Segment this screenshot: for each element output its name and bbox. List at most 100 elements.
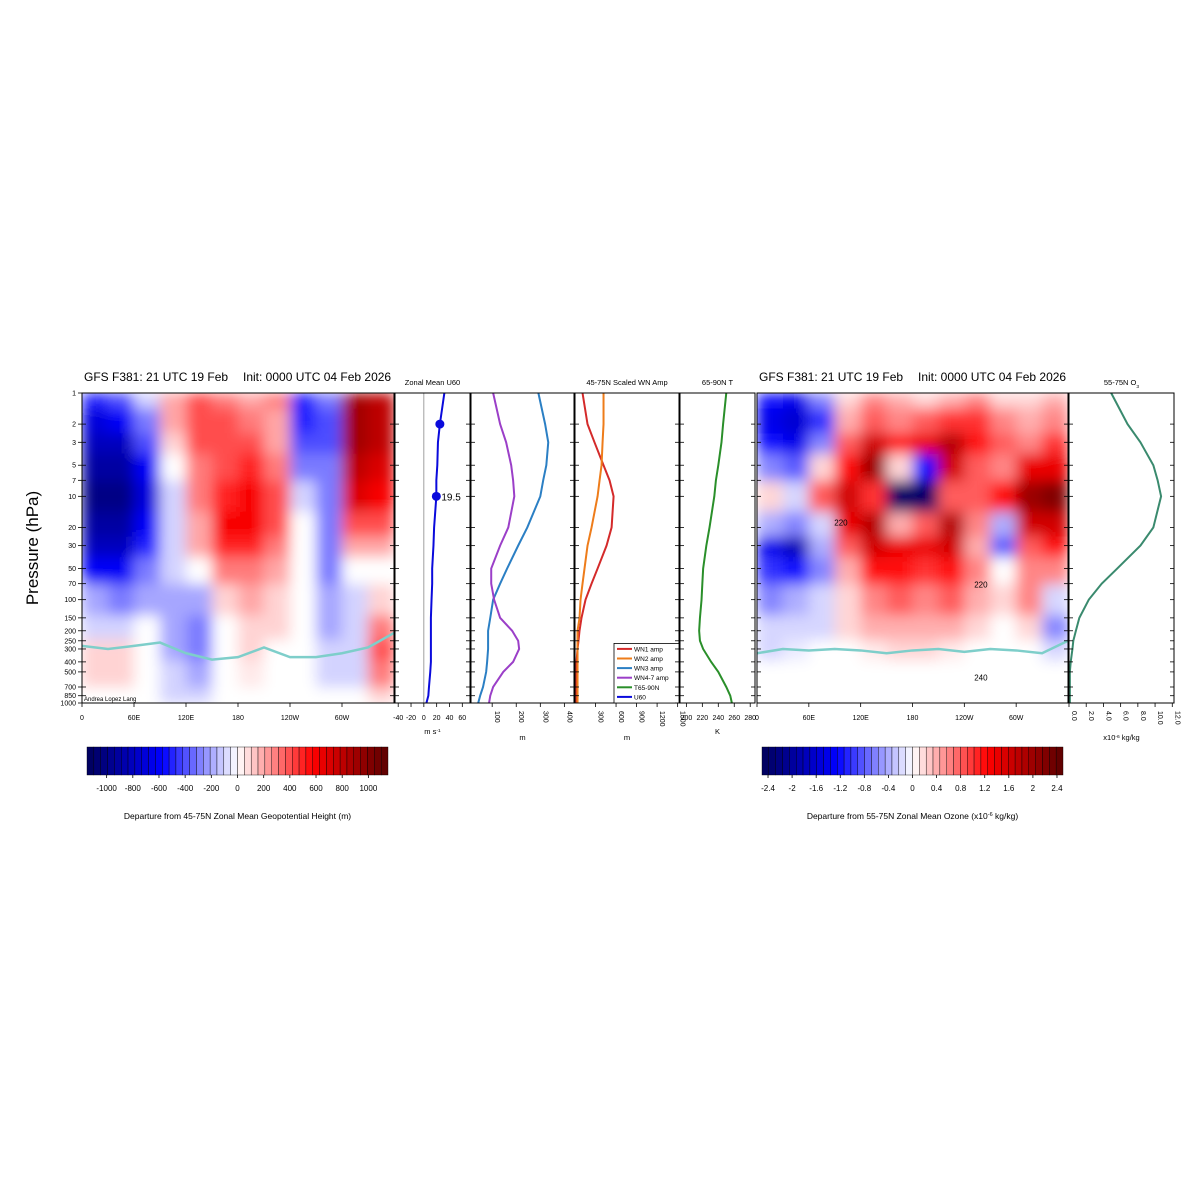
heat-cell <box>964 480 991 513</box>
heat-cell <box>1042 660 1068 689</box>
heat-cell <box>912 511 940 538</box>
heat-cell <box>912 687 940 703</box>
colorbar-box <box>871 746 879 776</box>
colorbar-box <box>189 746 197 776</box>
contour-label: 240 <box>974 673 988 682</box>
heat-cell <box>186 615 213 641</box>
heat-cell <box>886 511 914 538</box>
heat-cell <box>834 660 862 689</box>
colorbar-tick-label: -0.8 <box>857 784 871 793</box>
y-tick-label: 150 <box>64 615 76 622</box>
x-tick-label: 60W <box>335 715 350 722</box>
legend-label: WN4-7 amp <box>634 675 669 682</box>
heat-cell <box>212 511 239 538</box>
heat-cell <box>912 433 940 455</box>
heat-cell <box>212 433 239 455</box>
heat-cell <box>782 480 810 513</box>
x-tick-label: 240 <box>712 715 724 722</box>
colorbar-box <box>285 746 293 776</box>
heat-cell <box>316 453 343 482</box>
heat-cell <box>757 393 784 410</box>
x-tick-label: 180 <box>907 715 919 722</box>
heat-cell <box>757 615 784 641</box>
colorbar-box <box>257 746 266 776</box>
heat-cell <box>782 557 810 585</box>
heat-cell <box>212 453 239 482</box>
heat-cell <box>1016 557 1043 585</box>
colorbar-box <box>1008 746 1016 776</box>
panel-title: Zonal Mean U60 <box>405 378 460 387</box>
heat-cell <box>82 433 109 455</box>
colorbar-box <box>816 746 824 776</box>
heat-cell <box>990 408 1017 434</box>
colorbar-box <box>932 746 941 776</box>
heat-cell <box>108 480 135 513</box>
heat-cell <box>108 660 135 689</box>
heat-cell <box>238 584 265 616</box>
heat-cell <box>860 639 888 662</box>
x-tick-label: 120E <box>178 715 195 722</box>
heat-cell <box>808 408 836 434</box>
heat-cell <box>82 453 109 482</box>
heat-cell <box>134 453 161 482</box>
x-tick-label: 300 <box>541 711 548 723</box>
heat-cell <box>782 536 810 558</box>
heat-cell <box>160 615 187 641</box>
x-tick-label: 300 <box>597 711 604 723</box>
heat-cell <box>160 433 187 455</box>
colorbar-box <box>823 746 831 776</box>
heat-cell <box>1042 584 1068 616</box>
colorbar-tick-label: 0 <box>235 784 240 793</box>
heat-cell <box>990 687 1017 703</box>
y-tick-label: 70 <box>68 581 76 588</box>
x-tick-label: 600 <box>617 711 624 723</box>
colorbar-box <box>967 746 975 776</box>
x-tick-label: 2.0 <box>1087 711 1094 721</box>
heat-cell <box>238 433 265 455</box>
heat-cell <box>212 557 239 585</box>
colorbar-label-part: Departure from 45-75N Zonal Mean Geopote… <box>124 811 351 821</box>
heat-cell <box>238 408 265 434</box>
panel-title-part: 55-75N O <box>1104 378 1137 387</box>
heat-cell <box>860 557 888 585</box>
heat-cell <box>368 639 394 662</box>
x-tick-label: 220 <box>696 715 708 722</box>
colorbar-box <box>162 746 170 776</box>
heat-cell <box>342 615 369 641</box>
heat-cell <box>82 639 109 662</box>
heat-cell <box>212 536 239 558</box>
colorbar-box <box>367 746 375 776</box>
heat-cell <box>290 536 317 558</box>
heat-cell <box>108 536 135 558</box>
heat-cell <box>990 453 1017 482</box>
heat-cell <box>1016 615 1043 641</box>
legend-box <box>613 643 680 704</box>
heat-cell <box>990 536 1017 558</box>
x-tick-label: 120E <box>852 715 869 722</box>
colorbar-box <box>837 746 845 776</box>
colorbar-box <box>960 746 968 776</box>
legend-label: U60 <box>634 694 646 701</box>
heat-cell <box>938 660 965 689</box>
chart-subtitle: Init: 0000 UTC 04 Feb 2026 <box>918 370 1066 384</box>
value-label: 19.5 <box>441 492 461 503</box>
x-tick-label: 900 <box>638 711 645 723</box>
heat-cell <box>782 408 810 434</box>
heat-cell <box>912 615 940 641</box>
colorbar-box <box>1055 746 1064 776</box>
heat-cell <box>757 511 784 538</box>
heat-cell <box>1016 408 1043 434</box>
heat-cell <box>938 453 965 482</box>
colorbar-box <box>209 746 218 776</box>
heat-cell <box>82 557 109 585</box>
x-tick-label: 4.0 <box>1104 711 1111 721</box>
heat-cell <box>1016 453 1043 482</box>
x-tick-label: -40 <box>393 715 403 722</box>
colorbar-box <box>1049 746 1057 776</box>
heat-cell <box>108 639 135 662</box>
heat-cell <box>238 557 265 585</box>
heat-cell <box>964 557 991 585</box>
y-tick-label: 7 <box>72 478 76 485</box>
heat-cell <box>938 480 965 513</box>
colorbar-box <box>891 746 900 776</box>
